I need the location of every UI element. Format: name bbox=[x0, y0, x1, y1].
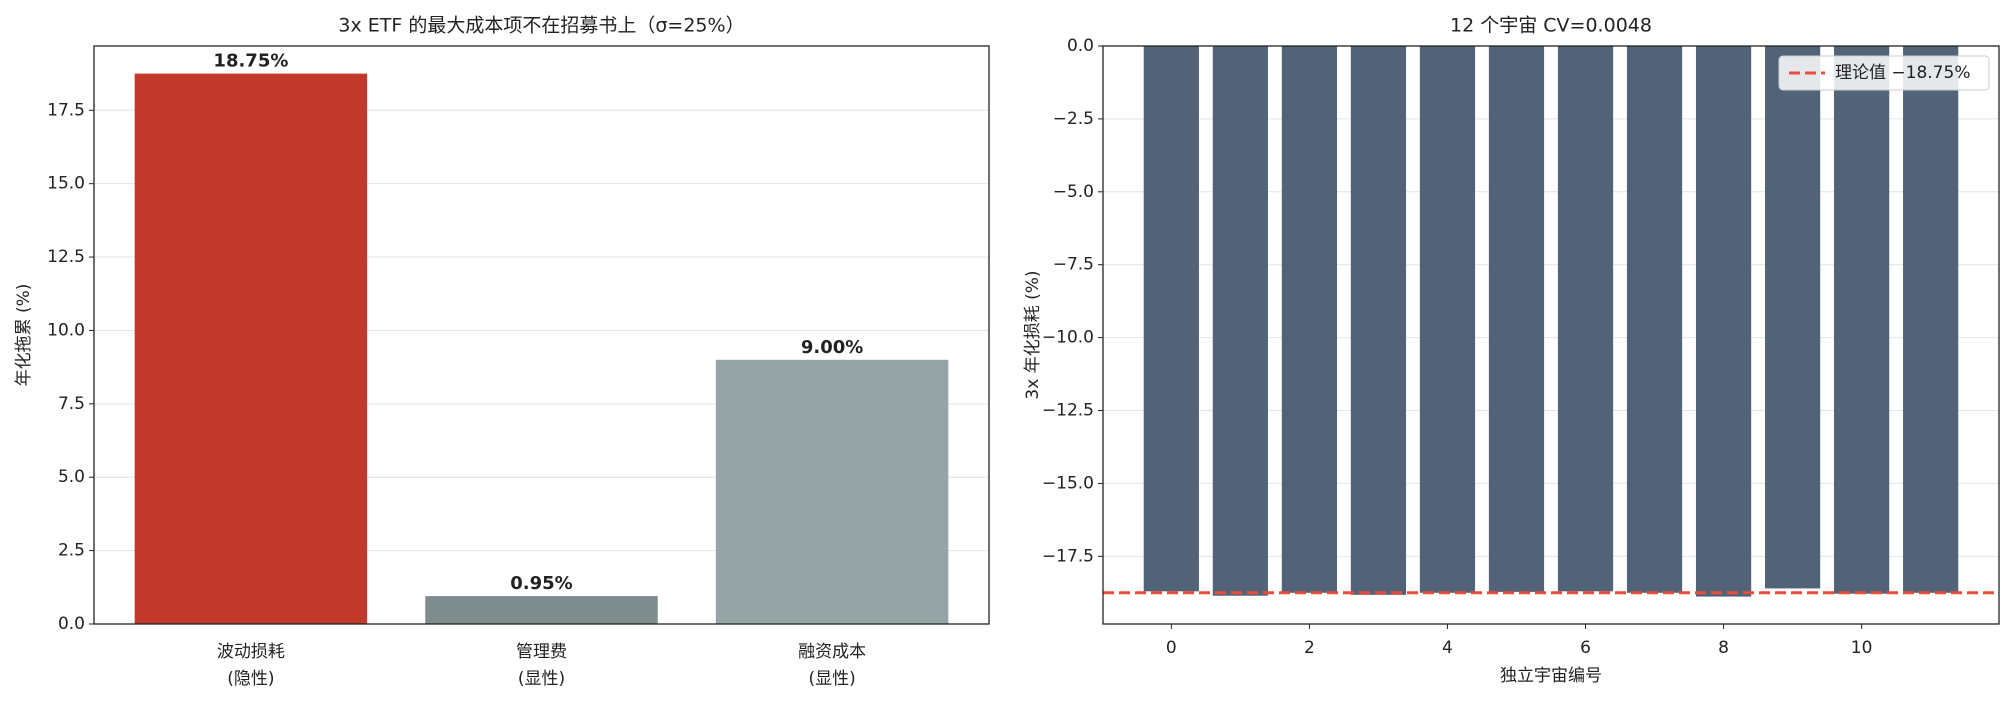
y-tick-label: −2.5 bbox=[1053, 109, 1094, 129]
y-tick-label: −10.0 bbox=[1042, 328, 1094, 348]
value-label: 18.75% bbox=[213, 51, 288, 72]
bar bbox=[1212, 46, 1268, 596]
x-tick-label: 管理费 bbox=[516, 642, 567, 662]
bar bbox=[134, 73, 368, 625]
bar bbox=[1143, 46, 1199, 592]
y-tick-label: 12.5 bbox=[47, 247, 85, 267]
bar bbox=[1350, 46, 1407, 595]
y-tick-label: 5.0 bbox=[58, 467, 85, 487]
y-tick-label: 0.0 bbox=[1067, 36, 1094, 56]
y-tick-label: 7.5 bbox=[58, 394, 85, 414]
chart-title: 12 个宇宙 CV=0.0048 bbox=[1450, 15, 1652, 37]
bar bbox=[1419, 46, 1476, 593]
x-axis-label: 独立宇宙编号 bbox=[1500, 666, 1602, 686]
bar bbox=[1281, 46, 1338, 593]
value-label: 9.00% bbox=[801, 337, 863, 358]
bar bbox=[715, 359, 949, 624]
y-tick-label: 0.0 bbox=[58, 614, 85, 634]
x-tick-label: 4 bbox=[1442, 638, 1453, 658]
x-tick-label: 10 bbox=[1851, 638, 1873, 658]
value-label: 0.95% bbox=[510, 573, 572, 594]
y-axis-label: 年化拖累 (%) bbox=[14, 284, 34, 387]
legend-label: 理论值 −18.75% bbox=[1835, 63, 1970, 83]
x-tick-label: 0 bbox=[1166, 638, 1177, 658]
bar bbox=[1903, 46, 1959, 593]
bar bbox=[1834, 46, 1890, 594]
x-tick-label: 8 bbox=[1718, 638, 1729, 658]
x-tick-label: 波动损耗 bbox=[217, 642, 285, 662]
bar bbox=[425, 596, 658, 624]
x-tick-label: 2 bbox=[1304, 638, 1315, 658]
x-tick-label: (显性) bbox=[808, 669, 855, 689]
y-tick-label: −17.5 bbox=[1042, 546, 1094, 566]
y-tick-label: 17.5 bbox=[47, 100, 85, 120]
x-tick-label: 融资成本 bbox=[798, 642, 866, 662]
chart-title: 3x ETF 的最大成本项不在招募书上（σ=25%） bbox=[338, 15, 744, 37]
bar bbox=[1626, 46, 1683, 593]
y-tick-label: 10.0 bbox=[47, 320, 85, 340]
axes-frame bbox=[1102, 45, 2000, 625]
x-tick-label: 6 bbox=[1580, 638, 1591, 658]
bar bbox=[1557, 46, 1614, 592]
y-tick-label: −15.0 bbox=[1042, 473, 1094, 493]
y-tick-label: −12.5 bbox=[1042, 401, 1094, 421]
legend-box bbox=[1778, 55, 1990, 91]
y-tick-label: 15.0 bbox=[47, 174, 85, 194]
y-tick-label: −7.5 bbox=[1053, 255, 1094, 275]
x-tick-label: (显性) bbox=[518, 669, 565, 689]
bar bbox=[1695, 46, 1752, 597]
y-axis-label: 3x 年化损耗 (%) bbox=[1023, 270, 1043, 399]
axes-frame bbox=[93, 45, 990, 625]
x-tick-label: (隐性) bbox=[227, 669, 274, 689]
y-tick-label: −5.0 bbox=[1053, 182, 1094, 202]
bar bbox=[1488, 46, 1545, 592]
y-tick-label: 2.5 bbox=[58, 541, 85, 561]
bar bbox=[1764, 46, 1821, 589]
